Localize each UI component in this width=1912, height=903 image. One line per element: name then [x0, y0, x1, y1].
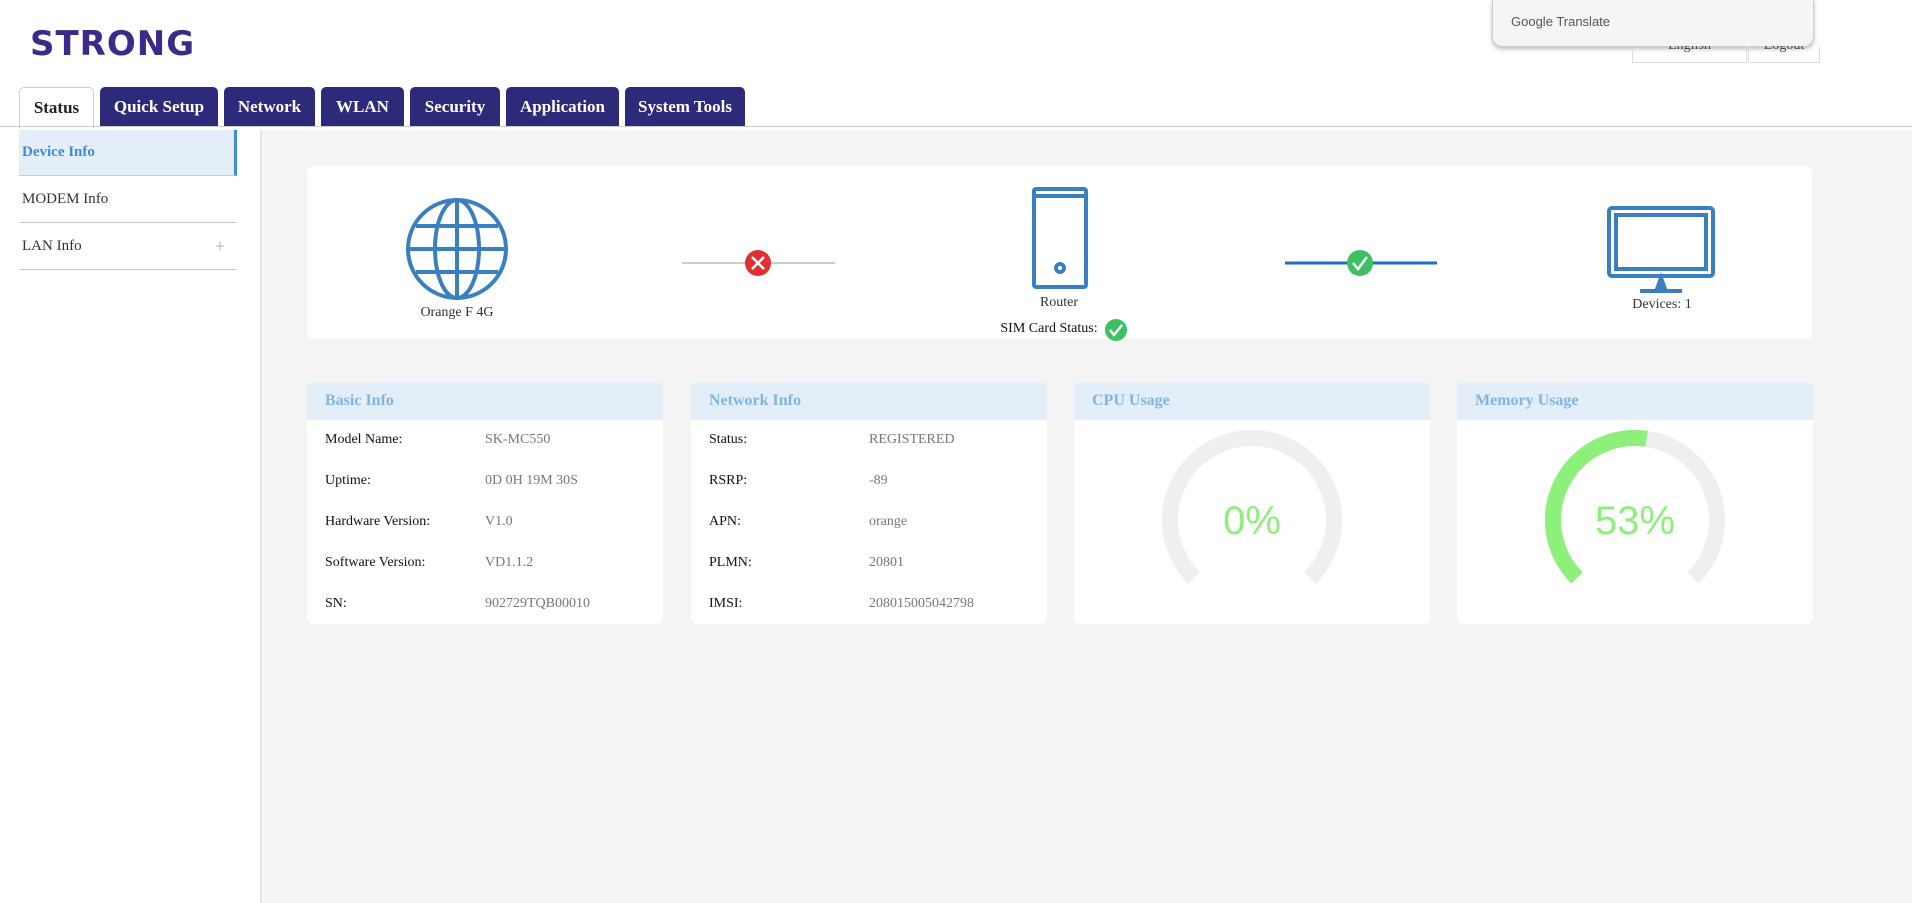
expand-icon[interactable]: + [215, 236, 226, 256]
language-select[interactable]: English [1632, 46, 1747, 63]
info-value: REGISTERED [869, 432, 955, 447]
lan-ok-icon [1347, 250, 1373, 276]
info-row: Model Name: SK-MC550 [325, 432, 550, 448]
translate-label: Translate [1556, 14, 1611, 29]
globe-icon [406, 198, 508, 300]
gauge-label: 0% [1223, 499, 1281, 543]
info-row: SN: 902729TQB00010 [325, 596, 590, 612]
info-label: IMSI: [709, 596, 743, 611]
topology [406, 187, 1715, 341]
info-label: SN: [325, 596, 347, 611]
card-title: Basic Info [307, 382, 663, 420]
info-row: RSRP: -89 [709, 473, 888, 489]
info-label: Model Name: [325, 432, 403, 447]
info-value: V1.0 [485, 514, 513, 529]
info-value: 208015005042798 [869, 596, 974, 611]
nav-tab[interactable]: Security [410, 87, 500, 126]
devices-label: Devices: 1 [1632, 297, 1692, 312]
info-value: SK-MC550 [485, 432, 551, 447]
logout-button[interactable]: Logout [1748, 46, 1820, 63]
nav-tab[interactable]: Quick Setup [100, 87, 218, 126]
gauge-track [1162, 430, 1342, 584]
info-label: PLMN: [709, 555, 752, 570]
info-label: Uptime: [325, 473, 371, 488]
translate-widget[interactable]: Google Translate [1492, 0, 1814, 47]
internet-label: Orange F 4G [420, 305, 494, 320]
wan-error-icon [745, 250, 771, 276]
info-row: Hardware Version: V1.0 [325, 514, 513, 530]
info-row: IMSI: 208015005042798 [709, 596, 974, 612]
info-value: 0D 0H 19M 30S [485, 473, 578, 488]
gauge-label: 53% [1595, 499, 1675, 543]
sidebar-item[interactable]: Device Info [19, 130, 237, 176]
logo[interactable]: STRONG [30, 24, 196, 64]
info-row: Status: REGISTERED [709, 432, 955, 448]
info-value: -89 [869, 473, 888, 488]
nav-tab[interactable]: WLAN [321, 87, 404, 126]
monitor-icon [1607, 206, 1715, 293]
card-title: CPU Usage [1074, 382, 1430, 420]
info-row: APN: orange [709, 514, 907, 530]
info-label: RSRP: [709, 473, 748, 488]
info-label: APN: [709, 514, 741, 529]
info-row: Software Version: VD1.1.2 [325, 555, 533, 571]
card-title: Network Info [691, 382, 1047, 420]
info-value: 902729TQB00010 [485, 596, 590, 611]
nav-tab[interactable]: Status [19, 87, 94, 128]
info-card: Basic Info Model Name: SK-MC550 Uptime: 0D 0… [307, 382, 663, 624]
nav-tab[interactable]: Network [224, 87, 315, 126]
router-icon [1032, 187, 1088, 289]
info-value: orange [869, 514, 908, 529]
info-row: PLMN: 20801 [709, 555, 904, 571]
card-title: Memory Usage [1457, 382, 1813, 420]
sim-status-label: SIM Card Status: [1000, 321, 1098, 336]
gauge: 53% [1545, 430, 1725, 584]
info-card: Memory Usage 53% [1457, 382, 1813, 624]
info-value: VD1.1.2 [485, 555, 534, 570]
tab-divider [0, 126, 1912, 127]
sim-ok-icon [1105, 319, 1127, 341]
sidebar-item[interactable]: MODEM Info [19, 177, 237, 223]
info-card: Network Info Status: REGISTERED RSRP: -89 APN… [691, 382, 1047, 624]
info-label: Software Version: [325, 555, 426, 570]
info-card: CPU Usage 0% [1074, 382, 1430, 624]
info-label: Hardware Version: [325, 514, 431, 529]
sidebar-item[interactable]: LAN Info [19, 224, 237, 270]
router-label: Router [1039, 295, 1079, 310]
info-row: Uptime: 0D 0H 19M 30S [325, 473, 578, 489]
translate-brand: Google [1511, 14, 1553, 29]
nav-tab[interactable]: Application [506, 87, 619, 126]
nav-tab[interactable]: System Tools [625, 87, 745, 126]
gauge-value [1545, 430, 1648, 584]
gauge: 0% [1162, 430, 1342, 584]
info-value: 20801 [869, 555, 904, 570]
info-label: Status: [709, 432, 748, 447]
